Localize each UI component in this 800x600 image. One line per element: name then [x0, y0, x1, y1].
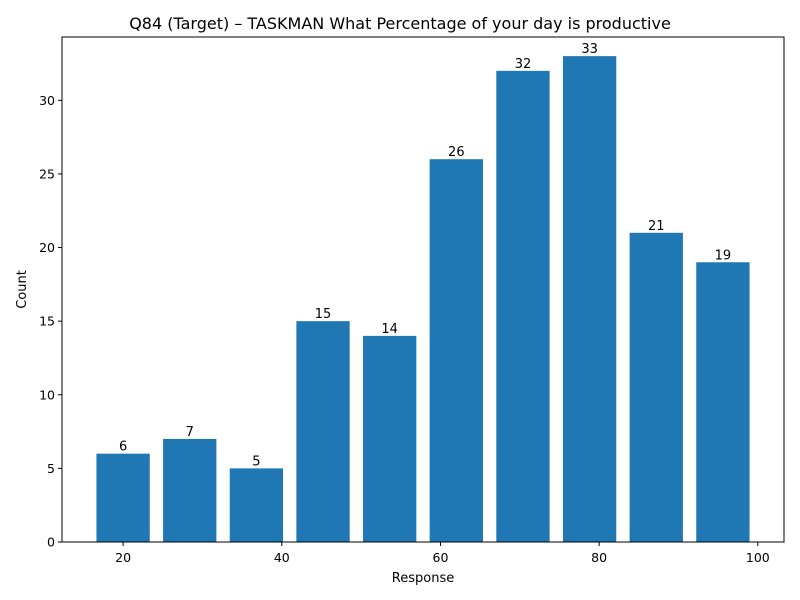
x-tick-label: 60: [433, 550, 449, 565]
bar-1: [163, 438, 217, 542]
bar-9: [696, 262, 750, 542]
bar-value-label-5: 26: [448, 145, 465, 160]
bar-3: [296, 321, 350, 542]
bar-5: [429, 159, 483, 542]
chart-title: Q84 (Target) – TASKMAN What Percentage o…: [129, 14, 671, 33]
bar-value-label-4: 14: [381, 322, 398, 337]
y-axis: 0 5 10 15 20 25 30: [39, 93, 62, 550]
bar-value-label-8: 21: [648, 219, 665, 234]
y-axis-label: Count: [15, 270, 30, 309]
bar-7: [562, 56, 617, 542]
bar-value-label-2: 5: [252, 454, 260, 469]
x-axis: 20 40 60 80 100: [115, 542, 770, 565]
y-tick-label: 20: [39, 240, 55, 255]
y-tick-label: 0: [47, 535, 55, 550]
bar-0: [96, 453, 150, 542]
y-tick-label: 10: [39, 387, 55, 402]
x-axis-label: Response: [392, 571, 454, 586]
y-tick-label: 5: [47, 461, 55, 476]
bar-8: [629, 232, 683, 542]
bar-2: [229, 468, 284, 542]
bar-labels-group: 6 7 5 15 14 26 32 33 21 19: [119, 42, 731, 469]
bar-value-label-0: 6: [119, 440, 127, 455]
bar-value-label-6: 32: [515, 57, 532, 72]
x-tick-label: 80: [591, 550, 607, 565]
y-tick-label: 15: [39, 314, 55, 329]
bar-value-label-3: 15: [315, 307, 332, 322]
y-tick-label: 25: [39, 166, 55, 181]
x-tick-label: 20: [115, 550, 131, 565]
bar-value-label-7: 33: [581, 42, 598, 57]
x-tick-label: 100: [746, 550, 770, 565]
plot-frame: [61, 36, 785, 543]
bar-6: [496, 70, 550, 542]
bars-group: [96, 56, 750, 542]
y-tick-label: 30: [39, 93, 55, 108]
x-tick-label: 40: [274, 550, 290, 565]
bar-value-label-9: 19: [715, 248, 732, 263]
bar-4: [363, 335, 417, 542]
bar-value-label-1: 7: [186, 425, 194, 440]
